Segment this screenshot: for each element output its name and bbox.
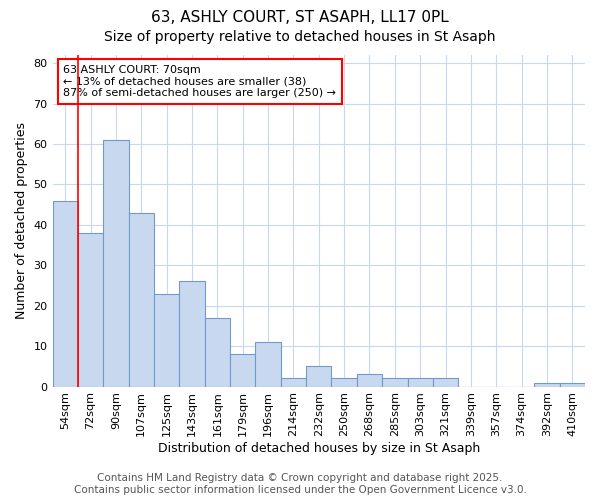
Bar <box>433 378 458 386</box>
Text: Contains HM Land Registry data © Crown copyright and database right 2025.
Contai: Contains HM Land Registry data © Crown c… <box>74 474 526 495</box>
Bar <box>382 378 407 386</box>
Y-axis label: Number of detached properties: Number of detached properties <box>15 122 28 320</box>
Bar <box>128 212 154 386</box>
Bar <box>154 294 179 386</box>
Bar <box>407 378 433 386</box>
Bar <box>205 318 230 386</box>
Text: 63 ASHLY COURT: 70sqm
← 13% of detached houses are smaller (38)
87% of semi-deta: 63 ASHLY COURT: 70sqm ← 13% of detached … <box>63 65 336 98</box>
Bar <box>103 140 128 386</box>
Bar <box>256 342 281 386</box>
Bar <box>357 374 382 386</box>
Text: Size of property relative to detached houses in St Asaph: Size of property relative to detached ho… <box>104 30 496 44</box>
Bar <box>230 354 256 386</box>
Bar <box>560 382 585 386</box>
Bar <box>53 200 78 386</box>
Bar <box>281 378 306 386</box>
Bar <box>306 366 331 386</box>
Text: 63, ASHLY COURT, ST ASAPH, LL17 0PL: 63, ASHLY COURT, ST ASAPH, LL17 0PL <box>151 10 449 25</box>
Bar <box>78 233 103 386</box>
X-axis label: Distribution of detached houses by size in St Asaph: Distribution of detached houses by size … <box>158 442 480 455</box>
Bar <box>331 378 357 386</box>
Bar <box>534 382 560 386</box>
Bar <box>179 282 205 387</box>
